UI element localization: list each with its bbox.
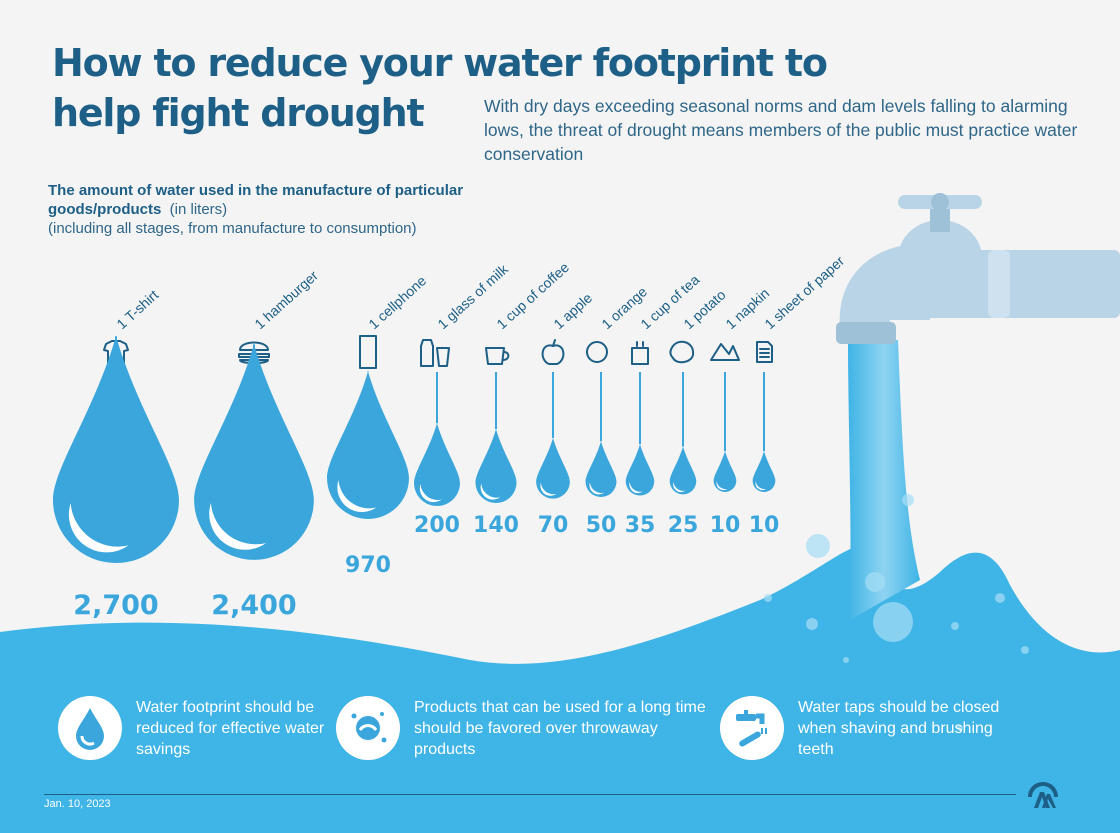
value-label: 35 [625,513,656,538]
milk-icon [420,339,450,367]
coffee-icon [485,347,510,365]
apple-icon [541,339,565,365]
water-drop-mark [194,344,314,560]
category-label: 1 sheet of paper [761,252,847,332]
chart-title: The amount of water used in the manufact… [48,182,464,218]
tip-text: Water taps should be closed when shaving… [798,698,1000,758]
tip-close-taps: Water taps should be closed when shaving… [720,688,1010,768]
category-label: 1 T-shirt [113,287,161,333]
value-label: 970 [345,553,391,578]
category-label: 1 cellphone [365,272,429,332]
category-label: 1 hamburger [251,267,321,332]
napkin-icon [710,343,740,361]
value-label: 25 [668,513,699,538]
tea-icon [631,341,649,365]
page-subtitle: With dry days exceeding seasonal norms a… [484,96,1078,164]
category-label: 1 apple [550,289,595,332]
water-drop-mark [327,371,409,519]
tip-text: Products that can be used for a long tim… [414,698,706,758]
chart-unit-note: (in liters) [169,201,228,218]
tap-brush-icon [720,696,784,760]
value-label: 200 [414,513,460,538]
water-drop-icon [58,696,122,760]
footer-rule [44,794,1016,795]
faucet-icon [836,193,1120,344]
water-bubbles [764,494,1029,731]
value-label: 70 [538,513,569,538]
potato-icon [669,340,695,364]
value-label: 10 [749,513,780,538]
tip-text: Water footprint should be reduced for ef… [136,698,325,758]
value-label: 2,400 [211,590,296,621]
value-label: 10 [710,513,741,538]
chart-heading: The amount of water used in the manufact… [48,181,568,238]
water-drop-mark [536,437,570,499]
water-body [0,544,1120,833]
page-title: How to reduce your water footprint to he… [52,41,828,135]
tip-reduce-footprint: Water footprint should be reduced for ef… [58,688,328,768]
cellphone-icon [359,335,377,369]
water-drop-mark [752,451,776,493]
water-stream [848,340,920,620]
water-drop-mark [585,441,617,497]
value-label: 50 [586,513,617,538]
tip-long-lasting: Products that can be used for a long tim… [336,688,716,768]
water-drop-mark [713,451,737,492]
chart-note: (including all stages, from manufacture … [48,220,417,237]
value-label: 2,700 [73,590,158,621]
paper-icon [756,341,773,363]
water-drop-mark [669,446,697,495]
value-label: 140 [473,513,519,538]
orange-icon [586,341,608,363]
aa-logo-icon [1026,780,1060,815]
water-drop-mark [53,336,179,563]
water-drop-mark [625,444,655,496]
hand-washing-icon [336,696,400,760]
water-drop-mark [475,429,517,504]
water-drop-mark [414,423,460,506]
footer-date: Jan. 10, 2023 [44,798,111,810]
